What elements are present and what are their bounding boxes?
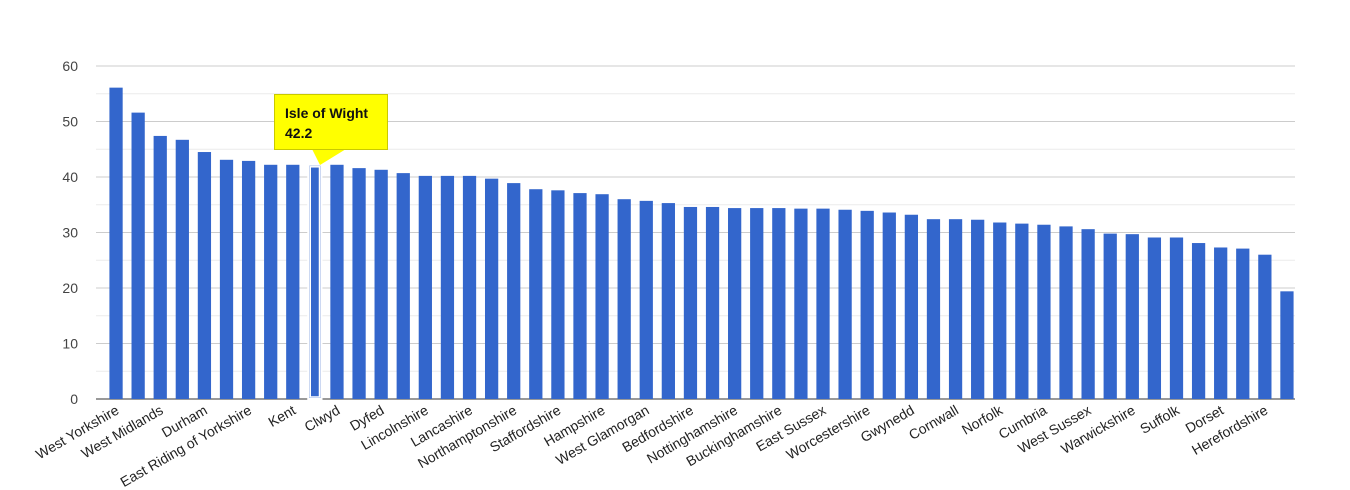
bar[interactable] (1081, 229, 1095, 399)
bar[interactable] (1015, 223, 1029, 399)
bar[interactable] (595, 194, 609, 399)
bar[interactable] (661, 203, 675, 399)
bar[interactable] (639, 200, 653, 399)
tooltip-category: Isle of Wight (285, 105, 369, 121)
y-tick-label: 20 (62, 280, 78, 296)
bar[interactable] (529, 189, 543, 399)
bar[interactable] (971, 219, 985, 399)
bar[interactable] (1214, 247, 1228, 399)
bar[interactable] (1125, 234, 1139, 399)
y-tick-label: 30 (62, 225, 78, 241)
tooltip-value: 42.2 (285, 125, 313, 141)
bar[interactable] (286, 164, 300, 399)
bar[interactable] (440, 175, 455, 399)
bar[interactable] (219, 159, 234, 399)
bar[interactable] (993, 222, 1007, 399)
bar[interactable] (374, 169, 388, 399)
bar[interactable] (926, 219, 941, 399)
bar[interactable] (1280, 291, 1294, 399)
bar[interactable] (772, 208, 786, 399)
bar[interactable] (860, 210, 874, 399)
bar[interactable] (683, 206, 698, 399)
y-tick-label: 0 (70, 391, 78, 407)
bar[interactable] (904, 214, 919, 399)
bar[interactable] (617, 199, 631, 399)
bar[interactable] (1147, 237, 1162, 399)
bar[interactable] (1191, 243, 1206, 399)
bar[interactable] (1037, 224, 1051, 399)
tooltip-pointer (312, 149, 346, 165)
bar[interactable] (396, 173, 410, 399)
bar[interactable] (838, 209, 852, 399)
bar[interactable] (573, 193, 587, 399)
bar[interactable] (153, 135, 167, 399)
bar[interactable] (750, 208, 764, 399)
bar[interactable] (131, 112, 145, 400)
y-tick-label: 50 (62, 114, 78, 130)
bar[interactable] (197, 152, 212, 399)
bar[interactable] (1103, 233, 1117, 399)
bar[interactable] (882, 212, 896, 399)
bar[interactable] (816, 208, 830, 399)
bar[interactable] (109, 87, 123, 400)
bar[interactable] (264, 164, 278, 399)
bar[interactable] (418, 175, 432, 399)
y-tick-label: 40 (62, 169, 78, 185)
bar[interactable] (175, 139, 189, 399)
bar[interactable] (241, 160, 256, 399)
y-tick-label: 10 (62, 336, 78, 352)
x-tick-label: Kent (265, 402, 298, 430)
x-tick-label: Suffolk (1137, 401, 1183, 437)
bar[interactable] (1059, 226, 1073, 399)
tooltip: Isle of Wight 42.2 (274, 94, 388, 150)
bar[interactable] (1236, 248, 1250, 399)
bar[interactable] (330, 164, 344, 399)
bar[interactable] (728, 208, 742, 399)
bar[interactable] (551, 190, 565, 399)
bar[interactable] (1169, 237, 1184, 399)
bar[interactable] (948, 219, 963, 399)
bar-highlight (309, 166, 321, 398)
x-tick-label: Cornwall (906, 402, 961, 443)
bar[interactable] (705, 206, 720, 399)
bar[interactable] (462, 175, 477, 399)
y-tick-label: 60 (62, 58, 78, 74)
bar[interactable] (352, 168, 366, 399)
bar[interactable] (1258, 254, 1272, 399)
bar[interactable] (507, 183, 521, 399)
bar[interactable] (794, 208, 808, 399)
bar[interactable] (484, 178, 499, 399)
x-tick-label: Clwyd (301, 402, 342, 435)
